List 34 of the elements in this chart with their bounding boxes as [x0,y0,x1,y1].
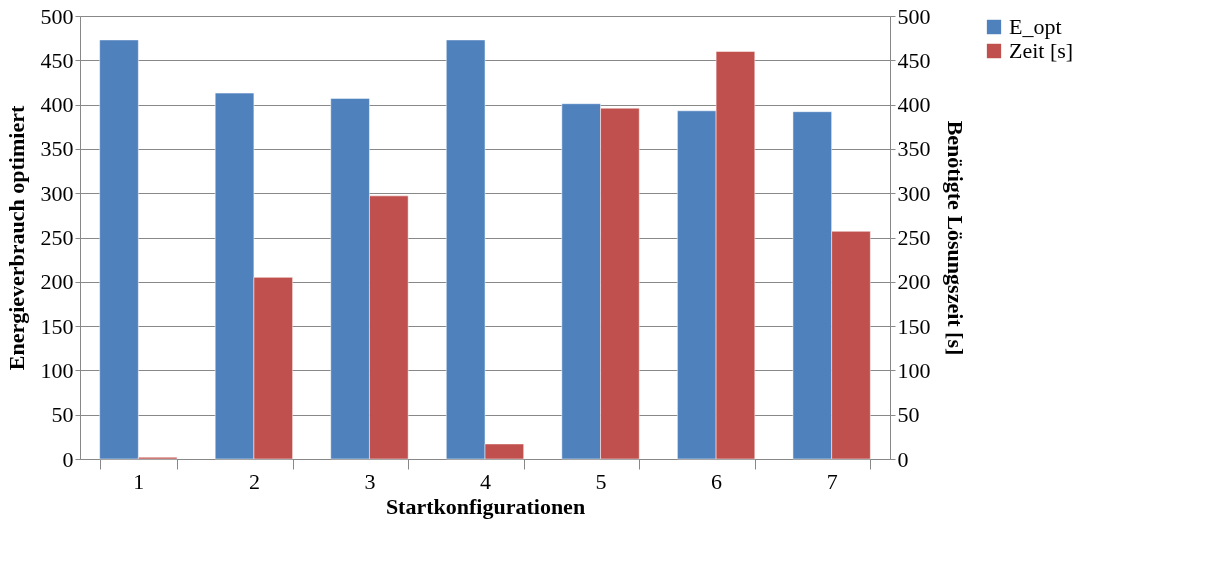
x-tick-label: 1 [133,468,145,494]
y-tick-label: 300 [40,180,74,206]
y2-axis-title: Benötigte Lösungszeit [s] [942,120,968,356]
y-tick-label: 250 [40,225,74,250]
legend-label: Zeit [s] [1009,38,1074,63]
y2-tick-label: 500 [897,3,931,29]
y2-tick-label: 250 [897,225,931,250]
x-axis-title: Startkonfigurationen [385,493,586,519]
y-tick-label: 200 [40,269,74,295]
y-tick-label: 400 [40,92,74,118]
legend-label: E_opt [1009,14,1062,39]
y-tick-label: 350 [40,136,74,162]
y-tick-label: 450 [40,47,74,73]
x-tick-label: 5 [595,468,607,494]
y2-tick-label: 400 [897,92,931,118]
y-tick-label: 500 [40,3,74,29]
y2-tick-label: 100 [897,357,931,383]
y-tick-label: 150 [40,313,74,339]
y2-tick-label: 50 [897,402,920,428]
y2-tick-label: 450 [897,47,931,73]
x-tick-label: 6 [711,468,723,494]
y-axis-title: Energieverbrauch optimiert [3,105,29,371]
y2-tick-label: 300 [897,180,931,206]
x-tick-label: 7 [826,468,838,494]
y-tick-label: 100 [40,357,74,383]
y2-tick-label: 350 [897,136,931,162]
x-tick-label: 3 [364,468,376,494]
x-tick-label: 2 [248,468,260,494]
y2-tick-label: 150 [897,313,931,339]
y-tick-label: 50 [51,402,74,428]
y2-tick-label: 0 [897,446,909,472]
y-tick-label: 0 [62,446,74,472]
y2-tick-label: 200 [897,269,931,295]
x-tick-label: 4 [480,468,491,494]
